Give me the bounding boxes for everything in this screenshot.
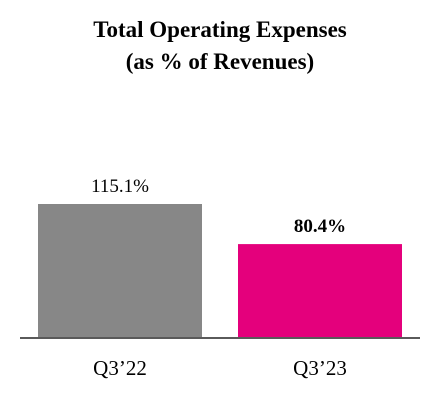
bar-2 bbox=[238, 244, 402, 337]
data-label-2: 80.4% bbox=[294, 216, 346, 237]
chart-title: Total Operating Expenses bbox=[93, 17, 347, 42]
bar-1 bbox=[38, 204, 202, 337]
chart-subtitle: (as % of Revenues) bbox=[125, 49, 315, 74]
category-label-1: Q3’22 bbox=[93, 356, 147, 380]
data-label-1: 115.1% bbox=[91, 176, 149, 197]
category-label-2: Q3’23 bbox=[293, 356, 347, 380]
